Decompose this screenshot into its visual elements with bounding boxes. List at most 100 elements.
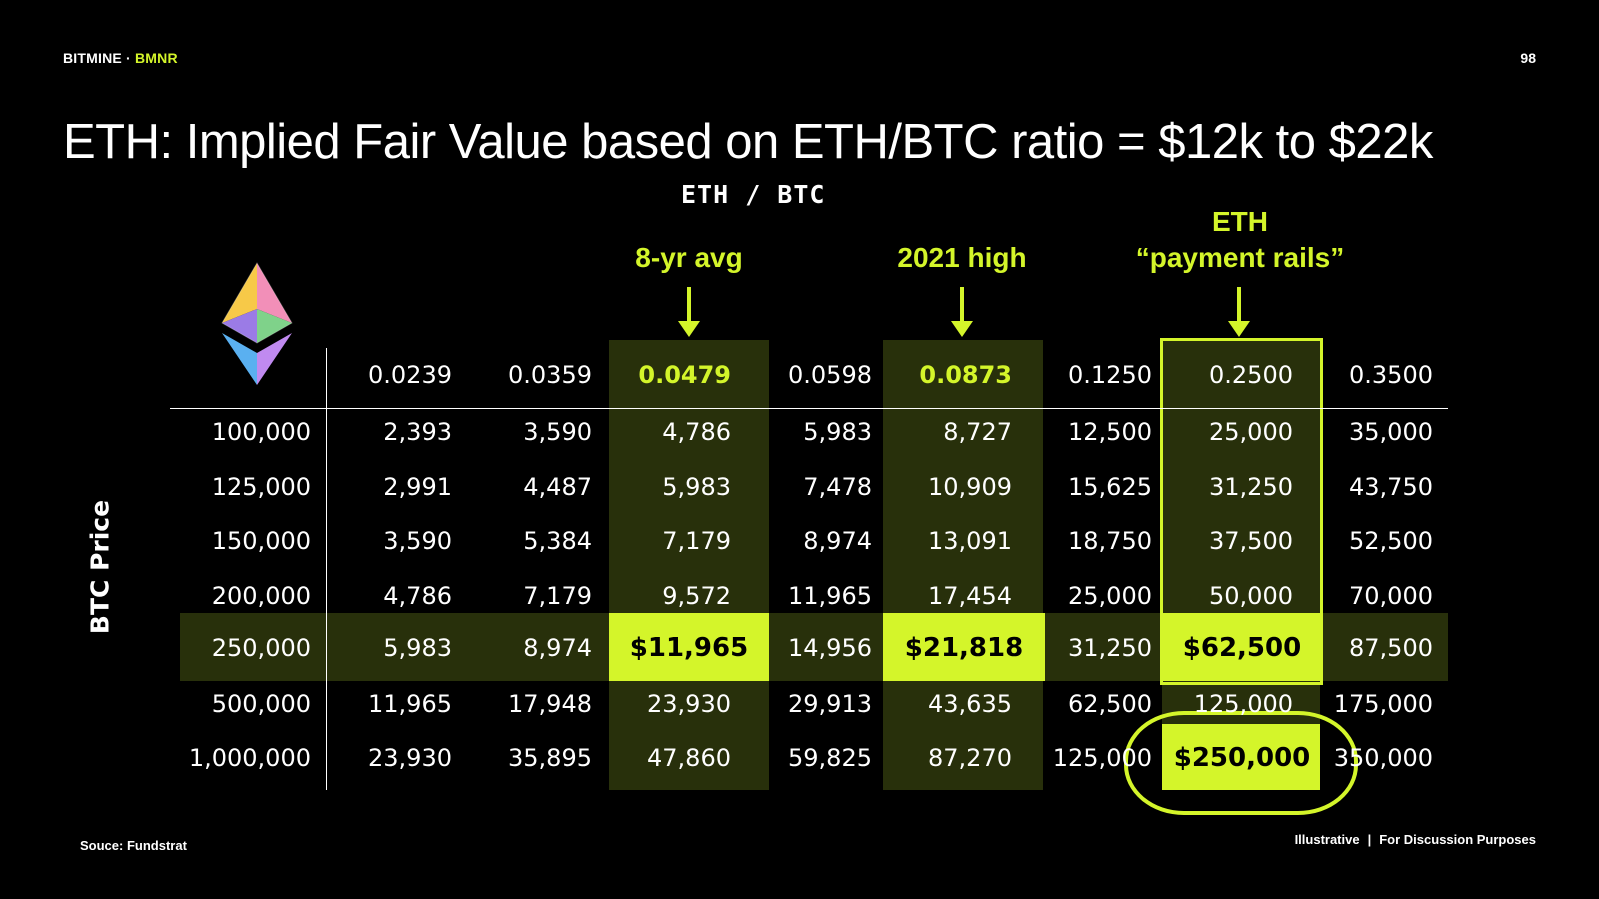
- row-header: 150,000: [211, 527, 311, 555]
- table-cell: 31,250: [1209, 473, 1293, 501]
- table-cell: 14,956: [788, 634, 872, 662]
- table-cell: 125,000: [1052, 744, 1152, 772]
- row-header: 1,000,000: [188, 744, 311, 772]
- table-cell: 23,930: [647, 690, 731, 718]
- table-cell: 13,091: [928, 527, 1012, 555]
- annotation-2021-high: 2021 high: [897, 242, 1027, 273]
- table-cell: 43,635: [928, 690, 1012, 718]
- annotation-payment-rails-line1: ETH: [1212, 206, 1268, 237]
- disclaimer-illustrative: Illustrative: [1294, 832, 1360, 847]
- column-header: 0.0359: [508, 361, 592, 389]
- table-cell: 7,478: [803, 473, 872, 501]
- page-title: ETH: Implied Fair Value based on ETH/BTC…: [63, 115, 1433, 169]
- emphasis-cell-8yr-avg: [609, 613, 769, 681]
- table-cell: 11,965: [788, 582, 872, 610]
- table-cell: 70,000: [1349, 582, 1433, 610]
- table-cell: 4,786: [383, 582, 452, 610]
- disclaimer: Illustrative | For Discussion Purposes: [1295, 832, 1536, 847]
- table-cell: 2,393: [383, 418, 452, 446]
- brand-separator: ·: [121, 50, 135, 66]
- table-cell: 11,965: [368, 690, 452, 718]
- column-header: 0.3500: [1349, 361, 1433, 389]
- row-axis-label: BTC Price: [85, 499, 115, 635]
- table-cell: 87,270: [928, 744, 1012, 772]
- table-cell: 4,487: [523, 473, 592, 501]
- emphasis-cell-payment-rails-1m: [1162, 724, 1320, 790]
- highlight-column-8yr-avg: [609, 340, 769, 790]
- table-cell: 175,000: [1333, 690, 1433, 718]
- table-vertical-divider: [326, 348, 327, 790]
- table-cell: 25,000: [1068, 582, 1152, 610]
- table-cell: 29,913: [788, 690, 872, 718]
- row-header: 100,000: [211, 418, 311, 446]
- table-cell: 47,860: [647, 744, 731, 772]
- row-header: 200,000: [211, 582, 311, 610]
- row-header: 500,000: [211, 690, 311, 718]
- table-cell: 25,000: [1209, 418, 1293, 446]
- annotation-payment-rails-line2: “payment rails”: [1135, 242, 1345, 273]
- circled-cell-250000: [1124, 711, 1358, 815]
- table-cell-emphasized: $21,818: [904, 633, 1024, 663]
- brand-name: BITMINE: [63, 50, 122, 66]
- highlight-column-payment-rails: [1162, 340, 1320, 790]
- table-cell: 2,991: [383, 473, 452, 501]
- table-cell: 31,250: [1068, 634, 1152, 662]
- table-cell: 87,500: [1349, 634, 1433, 662]
- annotation-8yr-avg: 8-yr avg: [635, 242, 743, 273]
- table-cell: 9,572: [662, 582, 731, 610]
- table-cell: 8,974: [803, 527, 872, 555]
- arrow-8yr-avg: [678, 287, 700, 337]
- table-cell: 18,750: [1068, 527, 1152, 555]
- table-cell: 5,983: [803, 418, 872, 446]
- highlight-column-2021-high: [883, 340, 1043, 790]
- table-cell: 4,786: [662, 418, 731, 446]
- source-note: Souce: Fundstrat: [80, 838, 187, 853]
- disclaimer-separator: |: [1367, 832, 1372, 847]
- table-cell: 35,000: [1349, 418, 1433, 446]
- table-cell: 350,000: [1333, 744, 1433, 772]
- table-cell: 5,983: [383, 634, 452, 662]
- table-cell: 3,590: [383, 527, 452, 555]
- row-header: 125,000: [211, 473, 311, 501]
- table-cell: 35,895: [508, 744, 592, 772]
- table-cell: 59,825: [788, 744, 872, 772]
- table-cell: 7,179: [662, 527, 731, 555]
- table-cell: 3,590: [523, 418, 592, 446]
- column-header: 0.0239: [368, 361, 452, 389]
- table-cell: 17,454: [928, 582, 1012, 610]
- page-number: 98: [1520, 50, 1536, 66]
- table-cell: 125,000: [1193, 690, 1293, 718]
- table-horizontal-divider: [170, 408, 1448, 409]
- column-axis-label: ETH / BTC: [681, 180, 826, 209]
- table-cell: 8,974: [523, 634, 592, 662]
- ethereum-logo-icon: [221, 262, 293, 385]
- arrow-payment-rails: [1228, 287, 1250, 337]
- column-header: 0.0479: [638, 361, 731, 389]
- column-header: 0.2500: [1209, 361, 1293, 389]
- table-cell: 23,930: [368, 744, 452, 772]
- disclaimer-discussion: For Discussion Purposes: [1379, 832, 1536, 847]
- payment-rails-column-box: [1160, 338, 1323, 685]
- table-cell: 17,948: [508, 690, 592, 718]
- table-cell: 50,000: [1209, 582, 1293, 610]
- table-cell: 8,727: [943, 418, 1012, 446]
- table-cell: 7,179: [523, 582, 592, 610]
- table-cell: 62,500: [1068, 690, 1152, 718]
- table-cell-emphasized: $250,000: [1173, 743, 1311, 773]
- table-cell: 37,500: [1209, 527, 1293, 555]
- brand-ticker: BMNR: [135, 50, 178, 66]
- table-cell: 43,750: [1349, 473, 1433, 501]
- row-header: 250,000: [211, 634, 311, 662]
- table-cell: 52,500: [1349, 527, 1433, 555]
- emphasis-cell-2021-high: [883, 613, 1045, 681]
- table-cell-emphasized: $62,500: [1182, 633, 1302, 663]
- table-cell: 10,909: [928, 473, 1012, 501]
- column-header: 0.0873: [919, 361, 1012, 389]
- table-cell: 5,983: [662, 473, 731, 501]
- column-header: 0.0598: [788, 361, 872, 389]
- emphasis-cell-payment-rails-250k: [1162, 613, 1322, 681]
- table-cell: 12,500: [1068, 418, 1152, 446]
- brand-header: BITMINE · BMNR: [63, 50, 178, 66]
- column-header: 0.1250: [1068, 361, 1152, 389]
- table-cell-emphasized: $11,965: [629, 633, 749, 663]
